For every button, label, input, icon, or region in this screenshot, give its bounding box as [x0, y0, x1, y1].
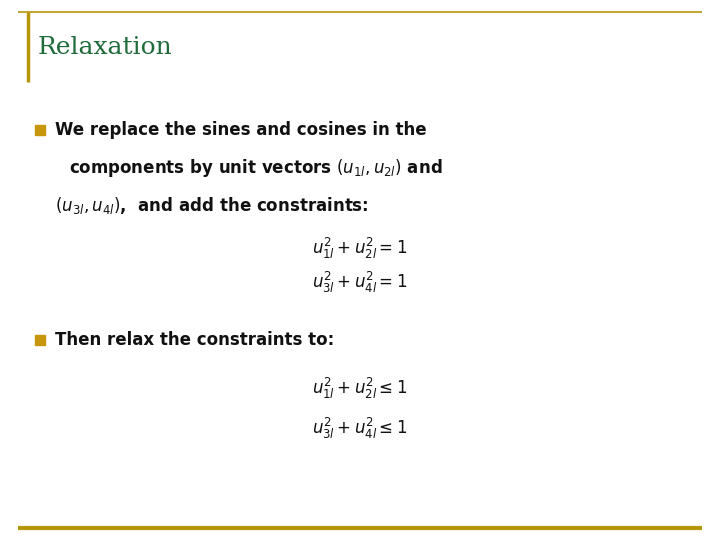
Text: We replace the sines and cosines in the: We replace the sines and cosines in the — [55, 121, 427, 139]
Text: Then relax the constraints to:: Then relax the constraints to: — [55, 331, 334, 349]
Text: $(u_{3l}, u_{4l})$,  and add the constraints:: $(u_{3l}, u_{4l})$, and add the constrai… — [55, 195, 369, 217]
Text: $u^2_{1l} + u^2_{2l} \leq 1$: $u^2_{1l} + u^2_{2l} \leq 1$ — [312, 375, 408, 401]
Text: $u^2_{3l} + u^2_{4l} \leq 1$: $u^2_{3l} + u^2_{4l} \leq 1$ — [312, 415, 408, 441]
Text: components by unit vectors $(u_{1l}, u_{2l})$ and: components by unit vectors $(u_{1l}, u_{… — [69, 157, 443, 179]
Bar — [35, 125, 45, 135]
Text: $u^2_{3l} + u^2_{4l} = 1$: $u^2_{3l} + u^2_{4l} = 1$ — [312, 269, 408, 294]
Text: Relaxation: Relaxation — [38, 36, 173, 58]
Bar — [35, 335, 45, 345]
Text: $u^2_{1l} + u^2_{2l} = 1$: $u^2_{1l} + u^2_{2l} = 1$ — [312, 235, 408, 261]
